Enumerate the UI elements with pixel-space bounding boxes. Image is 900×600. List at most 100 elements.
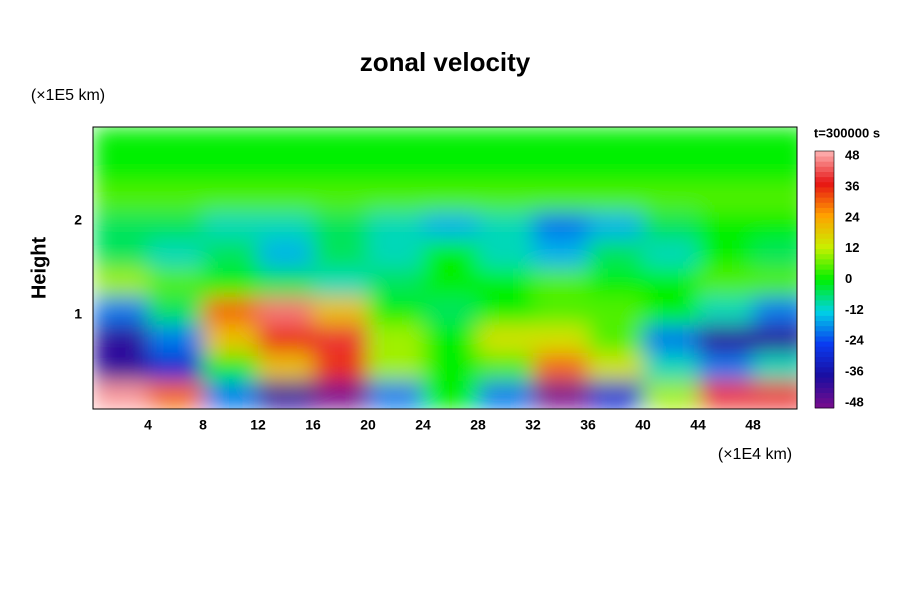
colorbar-step xyxy=(815,392,834,399)
cell xyxy=(698,239,754,269)
colorbar-step xyxy=(815,330,834,337)
colorbar-step xyxy=(815,372,834,378)
cell xyxy=(258,155,314,184)
colorbar-tick-label: -36 xyxy=(845,363,864,378)
colorbar-title: t=300000 s xyxy=(814,125,880,140)
cell xyxy=(203,239,259,269)
cell xyxy=(313,239,369,269)
cell xyxy=(753,380,797,409)
cell xyxy=(258,352,314,382)
cell xyxy=(423,155,479,184)
colorbar-tick-label: -12 xyxy=(845,302,864,317)
cell xyxy=(148,211,204,241)
cell xyxy=(203,296,259,325)
colorbar-step xyxy=(815,366,834,373)
cell xyxy=(698,155,754,184)
x-tick-label: 32 xyxy=(525,417,541,433)
cell xyxy=(478,324,534,354)
colorbar-step xyxy=(815,248,834,255)
cell xyxy=(533,155,589,184)
cell xyxy=(478,155,534,184)
x-tick-label: 36 xyxy=(580,417,596,433)
cell xyxy=(368,155,424,184)
cell xyxy=(533,380,589,409)
colorbar-step xyxy=(815,305,834,311)
cell xyxy=(368,380,424,409)
x-tick-label: 12 xyxy=(250,417,266,433)
colorbar-step xyxy=(815,397,834,404)
cell xyxy=(148,352,204,382)
cell xyxy=(478,183,534,213)
cell xyxy=(148,296,204,325)
cell xyxy=(478,127,534,156)
cell xyxy=(423,239,479,269)
colorbar-step xyxy=(815,207,834,214)
colorbar-step xyxy=(815,320,834,327)
colorbar-step xyxy=(815,289,834,296)
colorbar-step xyxy=(815,171,834,178)
colorbar-step xyxy=(815,356,834,363)
cell xyxy=(313,211,369,241)
cell xyxy=(753,239,797,269)
colorbar-step xyxy=(815,197,834,203)
cell xyxy=(478,239,534,269)
colorbar-step xyxy=(815,212,834,219)
cell xyxy=(93,296,149,325)
x-unit: (×1E4 km) xyxy=(718,446,792,463)
cell xyxy=(533,352,589,382)
cell xyxy=(643,239,699,269)
cell xyxy=(368,183,424,213)
cell xyxy=(258,324,314,354)
x-tick-label: 40 xyxy=(635,417,651,433)
cell xyxy=(148,127,204,156)
y-tick-label: 2 xyxy=(74,212,82,228)
cell xyxy=(698,352,754,382)
cell xyxy=(588,211,644,241)
cell xyxy=(203,183,259,213)
cell xyxy=(533,183,589,213)
cell xyxy=(423,268,479,297)
cell xyxy=(588,324,644,354)
cell xyxy=(588,127,644,156)
cell xyxy=(203,352,259,382)
cell xyxy=(643,380,699,409)
cell xyxy=(203,127,259,156)
cell xyxy=(423,324,479,354)
cell xyxy=(588,183,644,213)
cell xyxy=(368,239,424,269)
colorbar-step xyxy=(815,156,834,162)
cell xyxy=(588,380,644,409)
colorbar-step xyxy=(815,192,834,198)
plot-area xyxy=(93,127,797,409)
cell xyxy=(698,268,754,297)
cell xyxy=(478,268,534,297)
cell xyxy=(423,183,479,213)
cell xyxy=(423,211,479,241)
cell xyxy=(753,155,797,184)
cell xyxy=(93,155,149,184)
colorbar-tick-label: 48 xyxy=(845,148,859,163)
colorbar-step xyxy=(815,361,834,368)
x-tick-label: 20 xyxy=(360,417,376,433)
colorbar: 48 36 24 12 0 -12 -24 -36 -48 xyxy=(814,148,865,409)
y-tick-label: 1 xyxy=(74,306,82,322)
cell xyxy=(313,352,369,382)
colorbar-step xyxy=(815,264,834,270)
colorbar-step xyxy=(815,315,834,322)
cell xyxy=(148,155,204,184)
cell xyxy=(368,127,424,156)
cell xyxy=(643,183,699,213)
colorbar-step xyxy=(815,279,834,286)
x-tick-label: 24 xyxy=(415,417,431,433)
cell xyxy=(643,324,699,354)
y-axis-label: Height xyxy=(28,237,50,300)
cell xyxy=(368,268,424,297)
cell xyxy=(423,296,479,325)
cell xyxy=(203,268,259,297)
cell xyxy=(753,352,797,382)
colorbar-tick-label: 0 xyxy=(845,271,852,286)
cell xyxy=(258,380,314,409)
cell xyxy=(93,239,149,269)
cell xyxy=(643,352,699,382)
cell xyxy=(258,268,314,297)
